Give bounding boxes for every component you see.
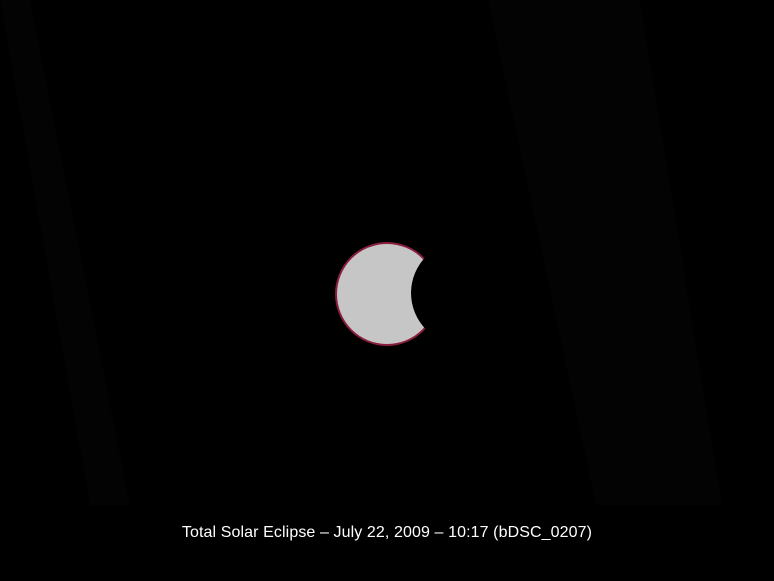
photo-caption: Total Solar Eclipse – July 22, 2009 – 10… [181, 524, 593, 541]
faint-streak-right [488, 0, 722, 505]
faint-streak-left [0, 0, 130, 505]
partially-eclipsed-sun [335, 242, 439, 346]
sun-disc [337, 244, 437, 344]
